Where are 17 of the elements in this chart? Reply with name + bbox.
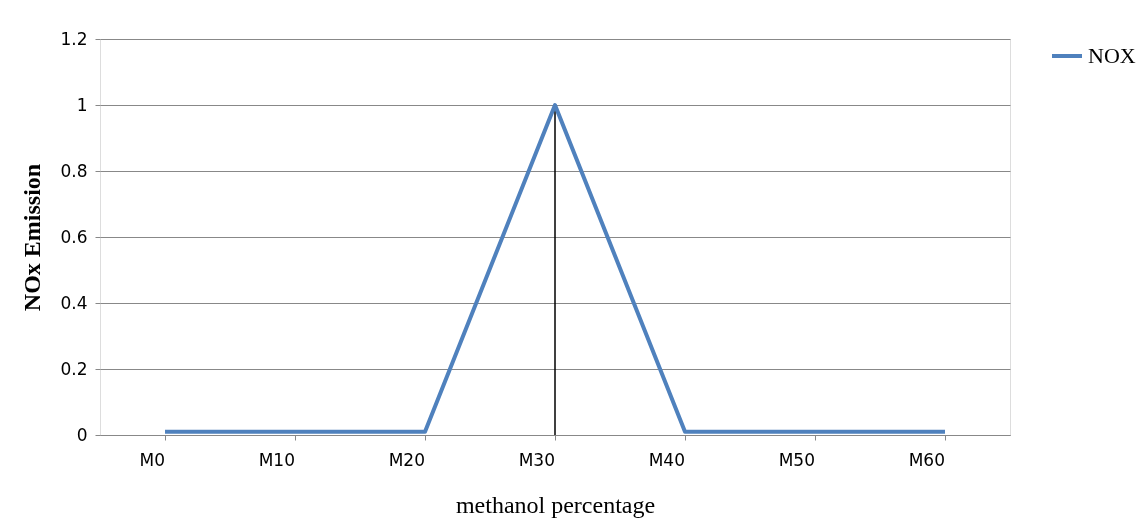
x-tick-label: M0 (139, 449, 165, 470)
y-tick-label: 0 (76, 424, 88, 445)
x-tick-label: M10 (258, 449, 295, 470)
y-tick-label: 1 (76, 94, 88, 115)
x-tick-label: M60 (908, 449, 945, 470)
y-tick-label: 0.6 (60, 226, 88, 247)
x-tick-label: M20 (388, 449, 425, 470)
y-tick-label: 0.8 (60, 160, 88, 181)
x-tick-label: M50 (778, 449, 815, 470)
y-tick-label: 0.2 (60, 358, 88, 379)
x-tick-label: M40 (648, 449, 685, 470)
x-tick-label: M30 (518, 449, 555, 470)
y-axis-title: NOx Emission (19, 163, 46, 312)
x-axis-title: methanol percentage (455, 491, 656, 518)
y-tick-label: 1.2 (60, 28, 88, 49)
legend-label: NOX (1088, 43, 1136, 68)
y-tick-label: 0.4 (60, 292, 88, 313)
